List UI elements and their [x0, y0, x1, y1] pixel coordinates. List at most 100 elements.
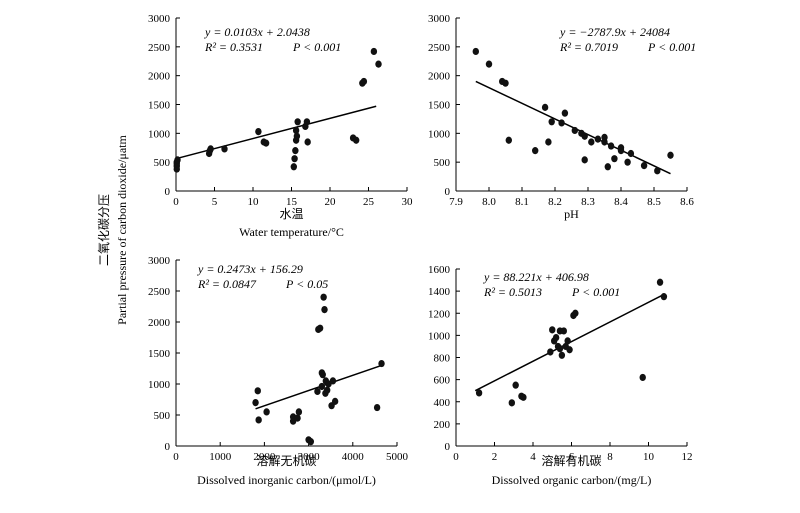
x-tick-label: 0 [173, 196, 179, 208]
x-tick-label: 3000 [298, 451, 321, 463]
scatter-point [502, 79, 509, 87]
scatter-point [607, 142, 615, 150]
shared-ylabel-en: Partial pressure of carbon dioxide/μatm [115, 134, 129, 324]
scatter-point [541, 103, 549, 111]
x-tick-label: 10 [643, 451, 655, 463]
panel-water-temperature: 0 5 10 15 20 25 30 0 500 1000 1500 2000 2500 3000 y = … [148, 13, 413, 239]
y-tick-label: 2500 [428, 42, 451, 54]
scatter-point [375, 60, 382, 68]
x-tick-label: 10 [248, 196, 260, 208]
x-tick-label: 12 [682, 451, 693, 463]
p-value: P < 0.001 [571, 285, 620, 299]
r-squared: R² = 0.7019 [559, 40, 618, 54]
x-tick-label: 8.4 [614, 196, 628, 208]
scatter-point [520, 393, 527, 401]
x-tick-label: 1000 [209, 451, 232, 463]
scatter-point [318, 382, 326, 391]
x-axis-label-en: Dissolved inorganic carbon/(μmol/L) [197, 473, 376, 487]
scatter-point [512, 381, 519, 389]
x-tick-label: 0 [173, 451, 179, 463]
scatter-point [370, 47, 378, 56]
y-tick-label: 500 [154, 410, 171, 422]
regression-equation: y = 0.0103x + 2.0438 [204, 25, 310, 39]
y-tick-label: 200 [434, 419, 451, 431]
x-tick-label: 2 [492, 451, 498, 463]
y-tick-label: 400 [434, 397, 451, 409]
scatter-point [545, 138, 552, 146]
scatter-point [660, 293, 668, 301]
scatter-point [588, 138, 595, 146]
y-tick-label: 0 [165, 186, 171, 198]
scatter-point [475, 389, 483, 397]
scatter-point [252, 399, 259, 407]
scatter-point [564, 337, 571, 345]
x-tick-label: 8.0 [482, 196, 496, 208]
scatter-point [262, 139, 270, 147]
y-tick-label: 2000 [428, 71, 451, 83]
scatter-point [581, 156, 588, 164]
scatter-point [331, 397, 339, 405]
x-tick-label: 5000 [386, 451, 409, 463]
regression-equation: y = −2787.9x + 24084 [559, 25, 670, 39]
y-tick-label: 1000 [148, 379, 171, 391]
x-tick-label: 8.3 [581, 196, 595, 208]
x-axis-label-en: Water temperature/°C [239, 225, 344, 239]
regression-line [255, 364, 382, 410]
panel-dissolved-organic-carbon: 0 2 4 6 8 10 12 0 200 400 600 800 1000 1200 1400 1600 y … [428, 264, 693, 487]
scatter-point [556, 345, 564, 353]
scatter-point [601, 133, 608, 141]
y-tick-label: 1400 [428, 286, 451, 298]
x-tick-label: 20 [325, 196, 337, 208]
x-tick-label: 4 [530, 451, 536, 463]
y-tick-label: 1000 [428, 330, 451, 342]
y-tick-label: 3000 [148, 13, 171, 25]
x-axis-label-cn: 溶解有机碳 [541, 453, 601, 468]
y-tick-label: 3000 [148, 255, 171, 267]
x-axis-label-en: Dissolved organic carbon/(mg/L) [492, 473, 652, 487]
scatter-point [304, 138, 311, 146]
y-tick-label: 0 [445, 441, 451, 453]
panel-ph: 7.9 8.0 8.1 8.2 8.3 8.4 8.5 8.6 0 500 1000 1500 2000… [428, 13, 696, 221]
scatter-point [290, 163, 298, 171]
scatter-point [294, 118, 301, 126]
y-tick-label: 3000 [428, 13, 451, 25]
scatter-point [548, 118, 555, 126]
x-tick-label: 2000 [253, 451, 276, 463]
x-tick-label: 8.5 [647, 196, 661, 208]
y-tick-label: 2000 [148, 317, 171, 329]
y-tick-label: 1500 [428, 100, 451, 112]
scatter-point [323, 386, 331, 394]
x-tick-label: 5 [212, 196, 218, 208]
scatter-point [532, 147, 539, 155]
scatter-point [292, 126, 300, 135]
y-tick-label: 500 [434, 157, 451, 169]
scatter-point [560, 327, 567, 335]
scatter-point [505, 136, 512, 144]
shared-ylabel-cn: 二氧化碳分压 [97, 194, 111, 266]
scatter-point [656, 278, 664, 286]
scatter-point [617, 144, 625, 152]
p-value: P < 0.001 [647, 40, 696, 54]
regression-line [175, 105, 377, 160]
scatter-point [316, 324, 324, 332]
y-tick-label: 2500 [148, 286, 171, 298]
scatter-point [254, 387, 261, 395]
scatter-point [667, 151, 674, 159]
scatter-point [640, 162, 648, 170]
y-tick-label: 500 [154, 157, 171, 169]
r-squared: R² = 0.5013 [483, 285, 542, 299]
scatter-point [207, 145, 214, 153]
scatter-point [320, 293, 327, 301]
scatter-point [561, 109, 569, 117]
x-axis-label-cn: 水温 [279, 207, 303, 221]
scatter-point [295, 408, 303, 416]
x-tick-label: 8.1 [515, 196, 529, 208]
regression-equation: y = 0.2473x + 156.29 [197, 262, 303, 276]
scatter-point [627, 149, 635, 158]
y-tick-label: 1500 [148, 348, 171, 360]
y-tick-label: 1200 [428, 308, 451, 320]
scatter-point [552, 333, 560, 342]
scatter-point [547, 348, 554, 356]
x-axis-label-en: pH [564, 207, 579, 221]
scatter-point [221, 145, 228, 153]
